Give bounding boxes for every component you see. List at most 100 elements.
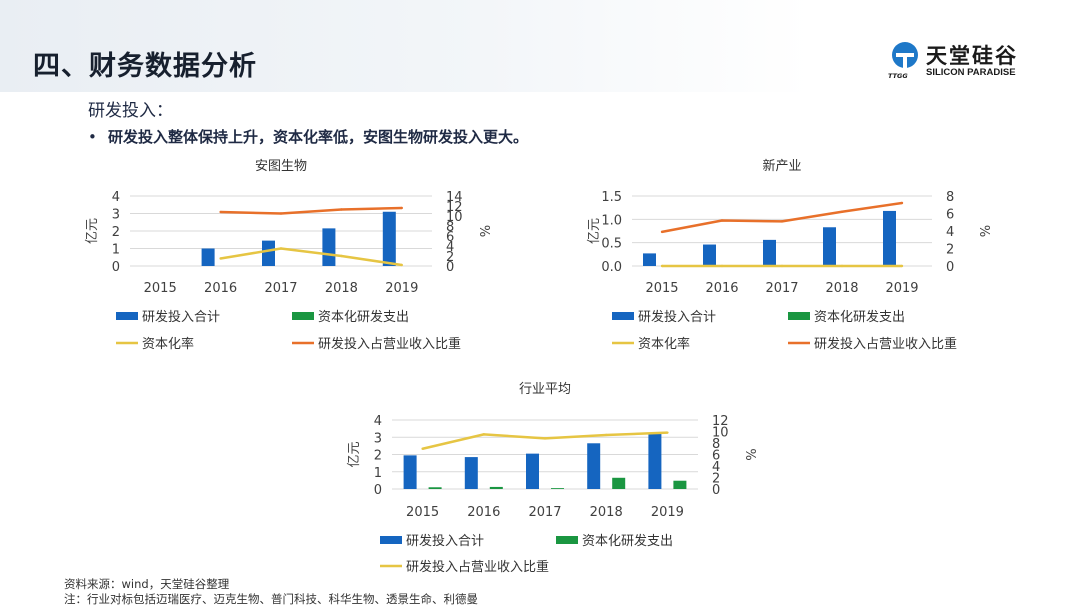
y-tick-label: 2 (374, 449, 382, 464)
x-tick-label: 2017 (765, 281, 798, 296)
logo-name-en: SILICON PARADISE (926, 67, 1016, 78)
line-point (780, 220, 784, 223)
legend-label: 研发投入占营业收入比重 (814, 336, 957, 352)
legend-swatch (380, 536, 402, 544)
legend-label: 研发投入合计 (638, 309, 716, 325)
y2-axis-label: % (976, 225, 991, 237)
y-axis-label: 亿元 (85, 218, 100, 244)
chart-title: 新产业 (762, 158, 801, 174)
line-point (660, 264, 664, 268)
source-note: 资料来源：wind，天堂硅谷整理 (64, 577, 230, 591)
legend-swatch (556, 536, 578, 544)
bar-rd-total (322, 228, 336, 266)
logo: TTGG 天堂硅谷 SILICON PARADISE (888, 40, 1048, 82)
line-point (543, 437, 547, 440)
line-point (666, 431, 669, 434)
bar-rd-capitalized (489, 486, 503, 489)
y2-tick-label: 10 (446, 210, 463, 225)
y-axis-label: 亿元 (587, 218, 602, 244)
bar-rd-total (648, 432, 662, 489)
y-tick-label: 0.0 (601, 260, 622, 275)
bar-rd-total (382, 211, 396, 266)
y2-tick-label: 6 (446, 230, 454, 245)
line-point (900, 264, 904, 268)
x-tick-label: 2015 (645, 281, 678, 296)
legend-label: 资本化率 (142, 336, 194, 352)
x-tick-label: 2019 (385, 281, 418, 296)
bar-rd-total (703, 244, 716, 266)
legend-label: 资本化研发支出 (814, 309, 905, 325)
series-line (661, 201, 903, 234)
y2-axis-label: % (476, 225, 491, 237)
x-tick-label: 2016 (705, 281, 738, 296)
y2-tick-label: 6 (946, 208, 954, 223)
chart-title: 安图生物 (255, 159, 307, 174)
line-point (421, 447, 424, 450)
bar-rd-total (526, 453, 539, 489)
y-tick-label: 4 (374, 414, 382, 429)
legend-label: 资本化率 (638, 336, 690, 352)
line-point (219, 257, 222, 260)
bar-rd-total (883, 210, 896, 266)
x-tick-label: 2019 (651, 505, 684, 520)
x-tick-label: 2015 (406, 505, 439, 520)
line-point (900, 201, 904, 205)
y2-tick-label: 8 (946, 190, 954, 205)
x-tick-label: 2017 (528, 505, 561, 520)
series-line (220, 206, 402, 215)
page-title: 四、财务数据分析 (33, 51, 257, 82)
y2-tick-label: 2 (712, 472, 720, 487)
bar-rd-total (643, 253, 656, 266)
y2-tick-label: 2 (946, 243, 954, 258)
chart-title: 行业平均 (519, 382, 571, 397)
footnote: 注：行业对标包括迈瑞医疗、迈克生物、普门科技、科华生物、透景生命、利德曼 (64, 592, 478, 606)
y2-tick-label: 8 (446, 220, 454, 235)
legend-swatch (292, 312, 314, 320)
series-line (422, 431, 668, 450)
y-tick-label: 1.5 (601, 190, 622, 205)
bar-rd-capitalized (673, 480, 687, 489)
chart-xinchanye: 新产业 0.0 0.5 1.0 1.5 0 2 4 6 8 亿元 % 2015 2016 2017 2018 2… (587, 158, 991, 352)
legend-label: 研发投入占营业收入比重 (318, 336, 461, 352)
legend-label: 研发投入合计 (406, 533, 484, 549)
bar-rd-total (587, 443, 601, 489)
bar-rd-capitalized (551, 488, 564, 489)
line-point (340, 208, 343, 211)
y-tick-label: 0 (112, 260, 120, 275)
legend-label: 研发投入合计 (142, 309, 220, 325)
y-tick-label: 4 (112, 190, 120, 205)
bar-rd-total (763, 239, 776, 266)
y-tick-label: 3 (374, 431, 382, 446)
line-point (279, 247, 283, 250)
line-point (400, 206, 403, 210)
x-tick-label: 2016 (204, 281, 237, 296)
bar-rd-capitalized (612, 477, 626, 489)
y2-tick-label: 6 (712, 449, 720, 464)
y2-axis-label: % (742, 448, 757, 460)
line-point (840, 210, 844, 213)
y2-tick-label: 0 (446, 260, 454, 275)
logo-name-cn: 天堂硅谷 (926, 44, 1018, 68)
line-point (840, 264, 844, 268)
y2-tick-label: 2 (446, 250, 454, 265)
line-point (219, 210, 222, 214)
legend-swatch (788, 312, 810, 320)
y-tick-label: 1 (374, 466, 382, 481)
y2-tick-label: 4 (946, 225, 954, 240)
x-tick-label: 2016 (467, 505, 500, 520)
y2-tick-label: 0 (712, 483, 720, 498)
y2-tick-label: 4 (446, 240, 454, 255)
y-tick-label: 1 (112, 243, 120, 258)
y-tick-label: 3 (112, 208, 120, 223)
line-point (720, 264, 724, 268)
legend-swatch (612, 312, 634, 320)
x-tick-label: 2018 (825, 281, 858, 296)
bar-rd-total (262, 240, 275, 266)
legend-swatch (116, 312, 138, 320)
y2-tick-label: 0 (946, 260, 954, 275)
bar-rd-total (201, 248, 215, 266)
y2-tick-label: 8 (712, 437, 720, 452)
x-tick-label: 2017 (264, 281, 297, 296)
y2-tick-label: 4 (712, 460, 720, 475)
x-tick-label: 2015 (144, 281, 177, 296)
